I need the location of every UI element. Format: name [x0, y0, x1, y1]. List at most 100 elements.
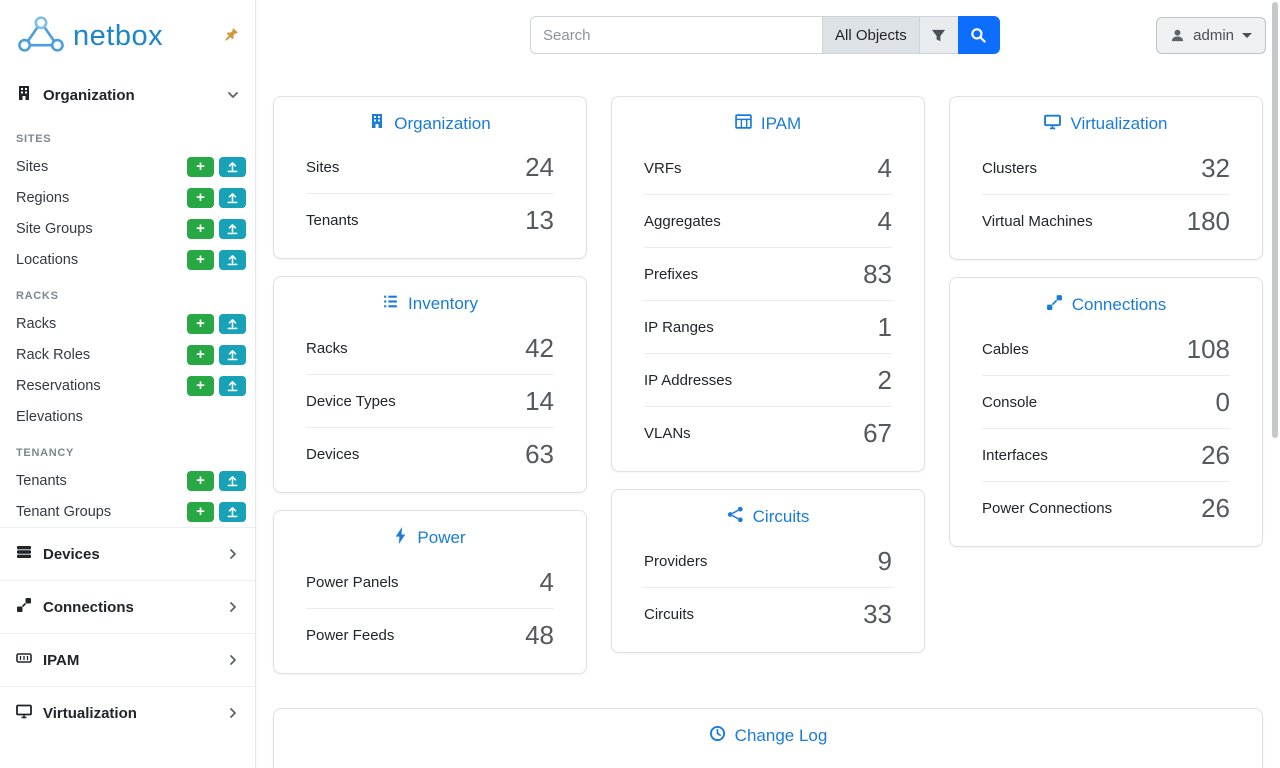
stat-label[interactable]: Aggregates	[644, 212, 721, 230]
stat-label[interactable]: Devices	[306, 445, 360, 463]
sidebar-section-connections[interactable]: Connections	[0, 580, 255, 633]
import-button[interactable]	[219, 375, 246, 396]
sidebar-item-label[interactable]: Locations	[16, 251, 79, 268]
netbox-logo[interactable]: netbox	[16, 13, 163, 60]
stat-label[interactable]: Interfaces	[982, 446, 1048, 464]
search-input[interactable]	[530, 16, 823, 54]
pin-sidebar-button[interactable]	[221, 25, 241, 48]
search-icon	[971, 27, 986, 43]
import-button[interactable]	[219, 249, 246, 270]
sidebar-item-label[interactable]: Tenant Groups	[16, 503, 112, 520]
sidebar-item-rack-roles: Rack Roles	[0, 339, 255, 370]
stat-label[interactable]: IP Addresses	[644, 371, 733, 389]
object-type-dropdown[interactable]: All Objects	[822, 16, 920, 54]
logo-row: netbox	[0, 0, 255, 72]
stat-label[interactable]: Virtual Machines	[982, 212, 1093, 230]
add-button[interactable]	[187, 344, 214, 365]
user-menu-button[interactable]: admin	[1156, 17, 1266, 54]
circuits-card: Circuits Providers 9 Circuits 33	[611, 489, 925, 653]
import-button[interactable]	[219, 344, 246, 365]
add-button[interactable]	[187, 375, 214, 396]
page-scrollbar[interactable]	[1272, 2, 1278, 438]
sidebar-section-virtualization[interactable]: Virtualization	[0, 686, 255, 739]
dashboard-column-1: Organization Sites 24 Tenants 13	[273, 96, 587, 674]
stat-label[interactable]: Device Types	[306, 392, 396, 410]
stat-value[interactable]: 2	[877, 365, 892, 395]
add-button[interactable]	[187, 249, 214, 270]
card-title-text: Circuits	[752, 507, 810, 526]
stat-label[interactable]: Console	[982, 393, 1038, 411]
search-button[interactable]	[957, 16, 1000, 54]
upload-icon	[227, 475, 238, 487]
chevron-down-icon	[228, 92, 238, 98]
sidebar-section-organization[interactable]: Organization	[0, 72, 255, 118]
stat-label[interactable]: Power Feeds	[306, 626, 395, 644]
cable-icon	[1046, 294, 1063, 316]
add-button[interactable]	[187, 156, 214, 177]
stat-value[interactable]: 180	[1186, 206, 1230, 236]
card-title-text: Inventory	[408, 294, 478, 313]
stat-label[interactable]: Prefixes	[644, 265, 699, 283]
stat-label[interactable]: Cables	[982, 340, 1029, 358]
stat-value[interactable]: 67	[863, 418, 892, 448]
stat-row: Virtual Machines 180	[982, 195, 1230, 247]
caret-down-icon	[1242, 33, 1252, 38]
chevron-right-icon	[230, 602, 236, 612]
stat-label[interactable]: Sites	[306, 158, 340, 176]
sidebar-item-label[interactable]: Elevations	[16, 408, 83, 425]
stat-value[interactable]: 9	[877, 546, 892, 576]
stat-value[interactable]: 42	[525, 333, 554, 363]
stat-value[interactable]: 26	[1201, 440, 1230, 470]
add-button[interactable]	[187, 218, 214, 239]
sidebar-item-label[interactable]: Rack Roles	[16, 346, 91, 363]
stat-label[interactable]: IP Ranges	[644, 318, 714, 336]
import-button[interactable]	[219, 218, 246, 239]
sidebar-section-devices[interactable]: Devices	[0, 527, 255, 580]
stat-label[interactable]: Circuits	[644, 605, 695, 623]
add-button[interactable]	[187, 470, 214, 491]
inventory-card: Inventory Racks 42 Device Types 14	[273, 276, 587, 493]
stat-value[interactable]: 26	[1201, 493, 1230, 523]
import-button[interactable]	[219, 501, 246, 522]
stat-value[interactable]: 24	[525, 152, 554, 182]
stat-label[interactable]: Power Connections	[982, 499, 1113, 517]
stat-value[interactable]: 33	[863, 599, 892, 629]
stat-value[interactable]: 14	[525, 386, 554, 416]
sidebar-item-locations: Locations	[0, 244, 255, 275]
stat-label[interactable]: VRFs	[644, 159, 682, 177]
stat-value[interactable]: 63	[525, 439, 554, 469]
stat-value[interactable]: 108	[1186, 334, 1230, 364]
upload-icon	[227, 161, 238, 173]
stat-value[interactable]: 48	[525, 620, 554, 650]
add-button[interactable]	[187, 313, 214, 334]
import-button[interactable]	[219, 470, 246, 491]
stat-value[interactable]: 4	[877, 206, 892, 236]
stat-value[interactable]: 1	[877, 312, 892, 342]
stat-value[interactable]: 83	[863, 259, 892, 289]
stat-label[interactable]: VLANs	[644, 424, 691, 442]
stat-row: Tenants 13	[306, 194, 554, 246]
import-button[interactable]	[219, 187, 246, 208]
sidebar-section-ipam[interactable]: IPAM	[0, 633, 255, 686]
stat-value[interactable]: 32	[1201, 153, 1230, 183]
add-button[interactable]	[187, 501, 214, 522]
filter-button[interactable]	[918, 16, 959, 54]
stat-label[interactable]: Clusters	[982, 159, 1038, 177]
stat-value[interactable]: 13	[525, 205, 554, 235]
stat-label[interactable]: Tenants	[306, 211, 359, 229]
sidebar-item-label[interactable]: Tenants	[16, 472, 67, 489]
sidebar-item-label[interactable]: Site Groups	[16, 220, 93, 237]
stat-value[interactable]: 4	[539, 567, 554, 597]
sidebar-item-label[interactable]: Regions	[16, 189, 70, 206]
stat-value[interactable]: 0	[1215, 387, 1230, 417]
sidebar-item-label[interactable]: Sites	[16, 158, 49, 175]
import-button[interactable]	[219, 313, 246, 334]
stat-label[interactable]: Providers	[644, 552, 708, 570]
stat-label[interactable]: Power Panels	[306, 573, 399, 591]
stat-value[interactable]: 4	[877, 153, 892, 183]
add-button[interactable]	[187, 187, 214, 208]
stat-label[interactable]: Racks	[306, 339, 348, 357]
sidebar-item-label[interactable]: Racks	[16, 315, 57, 332]
import-button[interactable]	[219, 156, 246, 177]
sidebar-item-label[interactable]: Reservations	[16, 377, 101, 394]
